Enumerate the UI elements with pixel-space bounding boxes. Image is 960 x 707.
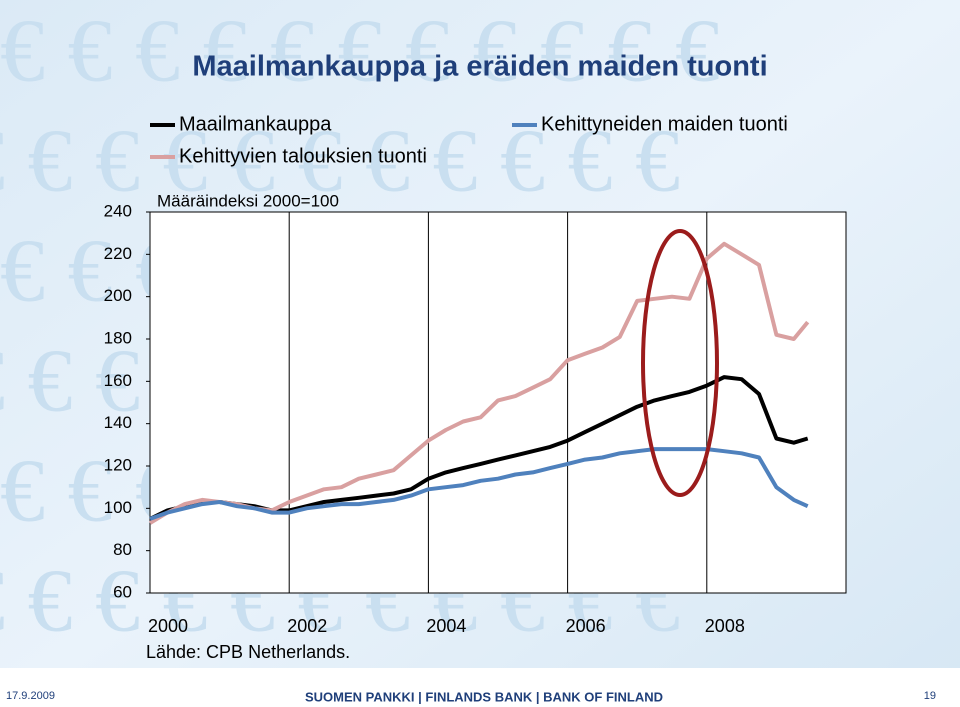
x-tick-label: 2006 [566,616,606,636]
footer-bar [0,668,960,707]
highlight-ellipse [641,229,719,497]
legend-label: Maailmankauppa [179,113,332,135]
y-tick-label: 240 [104,201,132,220]
footer-text: SUOMEN PANKKI | FINLANDS BANK | BANK OF … [305,689,663,704]
x-tick-label: 2008 [705,616,745,636]
series-line [149,447,809,521]
y-tick-label: 100 [104,498,132,517]
y-tick-label: 60 [113,582,132,601]
y-tick-label: 160 [104,371,132,390]
footer-date: 17.9.2009 [6,690,55,702]
x-tick-label: 2004 [426,616,466,636]
y-tick-label: 200 [104,286,132,305]
y-tick-label: 180 [104,328,132,347]
svg-text:€ € € € € € € € € € €: € € € € € € € € € € € [0,112,680,211]
x-tick-label: 2000 [148,616,188,636]
source: Lähde: CPB Netherlands. [146,642,350,662]
y-tick-label: 120 [104,455,132,474]
plot: 60 80 100 120 140 160 180 200 220 240 2000 2002 2004… [104,201,810,636]
x-tick-label: 2002 [287,616,327,636]
y-tick-label: 220 [104,244,132,263]
y-tick-label: 140 [104,413,132,432]
axis-subtitle: Määräindeksi 2000=100 [157,191,339,210]
legend-label: Kehittyvien talouksien tuonti [179,145,427,167]
legend-label: Kehittyneiden maiden tuonti [541,113,788,135]
y-tick-label: 80 [113,540,132,559]
svg-text:€ € € € € € € € € € €: € € € € € € € € € € € [0,2,720,101]
page-number: 19 [924,690,936,702]
chart-title: Maailmankauppa ja eräiden maiden tuonti [192,51,767,83]
